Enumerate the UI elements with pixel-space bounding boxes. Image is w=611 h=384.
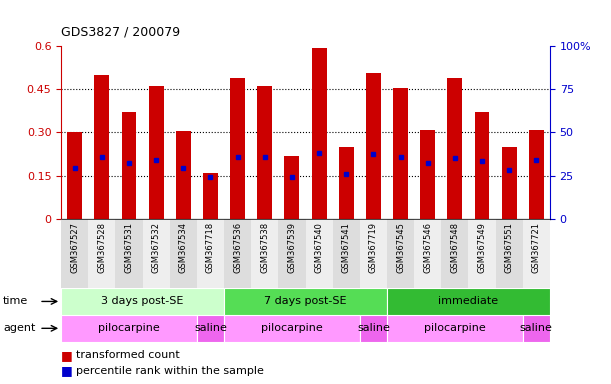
Bar (441, 219, 469, 288)
Text: GSM367538: GSM367538 (260, 222, 269, 273)
Bar (224, 288, 387, 315)
Text: GSM367718: GSM367718 (206, 222, 215, 273)
Bar (387, 219, 414, 288)
Text: time: time (3, 296, 28, 306)
Text: GSM367551: GSM367551 (505, 222, 514, 273)
Bar (414, 219, 441, 288)
Bar (88, 219, 115, 288)
Bar (257, 86, 273, 219)
Bar (360, 315, 387, 342)
Text: ■: ■ (61, 349, 77, 362)
Bar (529, 129, 544, 219)
Bar (251, 219, 279, 288)
Bar (148, 86, 164, 219)
Text: GSM367546: GSM367546 (423, 222, 432, 273)
Text: percentile rank within the sample: percentile rank within the sample (76, 366, 264, 376)
Text: GSM367536: GSM367536 (233, 222, 242, 273)
Bar (94, 75, 109, 219)
Text: GSM367541: GSM367541 (342, 222, 351, 273)
Bar (224, 315, 360, 342)
Bar (142, 219, 170, 288)
Bar (338, 147, 354, 219)
Bar (447, 78, 463, 219)
Text: GSM367540: GSM367540 (315, 222, 324, 273)
Bar (203, 173, 218, 219)
Bar (122, 112, 136, 219)
Bar (279, 219, 306, 288)
Text: transformed count: transformed count (76, 350, 180, 360)
Text: 3 days post-SE: 3 days post-SE (101, 296, 184, 306)
Bar (230, 78, 245, 219)
Text: GSM367545: GSM367545 (396, 222, 405, 273)
Text: GSM367548: GSM367548 (450, 222, 459, 273)
Bar (67, 132, 82, 219)
Bar (496, 219, 523, 288)
Bar (387, 288, 550, 315)
Text: 7 days post-SE: 7 days post-SE (264, 296, 347, 306)
Bar (332, 219, 360, 288)
Text: pilocarpine: pilocarpine (261, 323, 323, 333)
Text: pilocarpine: pilocarpine (98, 323, 160, 333)
Bar (224, 219, 251, 288)
Text: GSM367532: GSM367532 (152, 222, 161, 273)
Bar (61, 315, 197, 342)
Text: saline: saline (194, 323, 227, 333)
Text: GSM367528: GSM367528 (97, 222, 106, 273)
Bar (360, 219, 387, 288)
Bar (170, 219, 197, 288)
Bar (306, 219, 332, 288)
Text: GSM367531: GSM367531 (125, 222, 133, 273)
Bar (366, 73, 381, 219)
Bar (523, 315, 550, 342)
Bar (176, 131, 191, 219)
Text: pilocarpine: pilocarpine (424, 323, 486, 333)
Bar (393, 88, 408, 219)
Text: immediate: immediate (438, 296, 499, 306)
Text: GSM367539: GSM367539 (287, 222, 296, 273)
Bar (387, 315, 523, 342)
Bar (475, 112, 489, 219)
Text: GSM367719: GSM367719 (369, 222, 378, 273)
Text: ■: ■ (61, 364, 77, 377)
Bar (61, 219, 88, 288)
Bar (115, 219, 142, 288)
Bar (197, 219, 224, 288)
Bar (420, 129, 435, 219)
Bar (312, 48, 326, 219)
Text: saline: saline (357, 323, 390, 333)
Text: GSM367534: GSM367534 (179, 222, 188, 273)
Bar (197, 315, 224, 342)
Text: GDS3827 / 200079: GDS3827 / 200079 (61, 25, 180, 38)
Text: GSM367527: GSM367527 (70, 222, 79, 273)
Bar (285, 156, 299, 219)
Text: agent: agent (3, 323, 35, 333)
Bar (469, 219, 496, 288)
Text: GSM367549: GSM367549 (478, 222, 486, 273)
Bar (523, 219, 550, 288)
Text: saline: saline (520, 323, 553, 333)
Text: GSM367721: GSM367721 (532, 222, 541, 273)
Bar (61, 288, 224, 315)
Bar (502, 147, 517, 219)
